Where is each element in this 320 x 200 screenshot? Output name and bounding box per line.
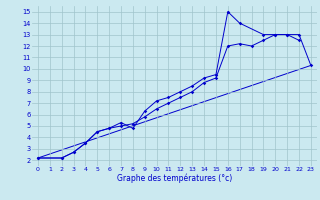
X-axis label: Graphe des températures (°c): Graphe des températures (°c) [117, 174, 232, 183]
